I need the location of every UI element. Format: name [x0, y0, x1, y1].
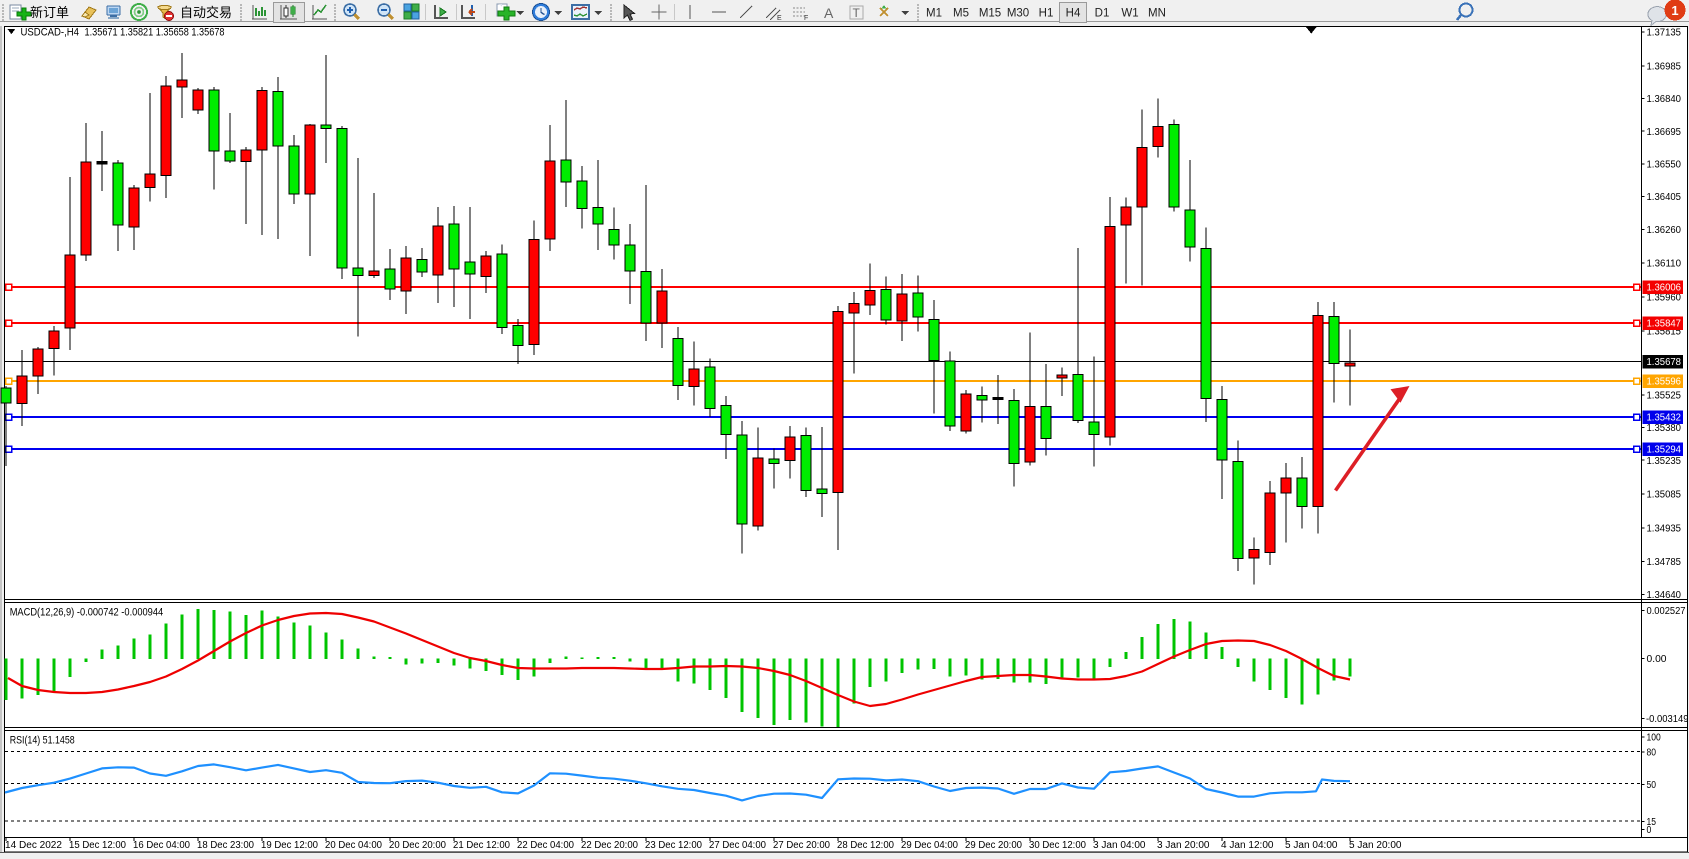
- svg-text:100: 100: [1647, 733, 1662, 744]
- svg-text:23 Dec 12:00: 23 Dec 12:00: [645, 840, 702, 851]
- svg-text:1.36260: 1.36260: [1647, 225, 1682, 236]
- svg-text:MACD(12,26,9) -0.000742 -0.000: MACD(12,26,9) -0.000742 -0.000944: [10, 607, 164, 619]
- svg-text:29 Dec 04:00: 29 Dec 04:00: [901, 840, 958, 851]
- svg-text:1.35678: 1.35678: [1647, 357, 1682, 368]
- svg-text:3 Jan 20:00: 3 Jan 20:00: [1157, 840, 1210, 851]
- svg-text:1.35960: 1.35960: [1647, 293, 1682, 304]
- svg-text:15 Dec 12:00: 15 Dec 12:00: [69, 840, 126, 851]
- svg-text:-0.003149: -0.003149: [1646, 714, 1689, 725]
- svg-text:1.35525: 1.35525: [1647, 390, 1682, 401]
- svg-text:1.35380: 1.35380: [1647, 423, 1682, 434]
- svg-text:27 Dec 20:00: 27 Dec 20:00: [773, 840, 830, 851]
- svg-text:30 Dec 12:00: 30 Dec 12:00: [1029, 840, 1086, 851]
- svg-text:28 Dec 12:00: 28 Dec 12:00: [837, 840, 894, 851]
- svg-text:15: 15: [1647, 817, 1657, 828]
- svg-text:1.35085: 1.35085: [1647, 490, 1682, 501]
- svg-text:29 Dec 20:00: 29 Dec 20:00: [965, 840, 1022, 851]
- svg-text:1.34935: 1.34935: [1647, 523, 1682, 534]
- svg-text:M30: M30: [1007, 8, 1029, 20]
- svg-text:5 Jan 20:00: 5 Jan 20:00: [1349, 840, 1402, 851]
- svg-text:1.36550: 1.36550: [1647, 160, 1682, 171]
- svg-text:H1: H1: [1039, 8, 1054, 20]
- svg-text:M5: M5: [953, 8, 969, 20]
- svg-text:1.35294: 1.35294: [1647, 445, 1682, 456]
- svg-text:1.34785: 1.34785: [1647, 557, 1682, 568]
- svg-text:22 Dec 04:00: 22 Dec 04:00: [517, 840, 574, 851]
- svg-text:1.34640: 1.34640: [1647, 590, 1682, 601]
- svg-text:MN: MN: [1148, 8, 1166, 20]
- svg-text:F: F: [804, 15, 808, 22]
- svg-text:0.00: 0.00: [1647, 654, 1667, 665]
- svg-text:16 Dec 04:00: 16 Dec 04:00: [133, 840, 190, 851]
- svg-text:80: 80: [1647, 748, 1657, 759]
- svg-text:1.36985: 1.36985: [1647, 62, 1682, 73]
- svg-text:14 Dec 2022: 14 Dec 2022: [5, 840, 62, 851]
- svg-text:RSI(14) 51.1458: RSI(14) 51.1458: [10, 735, 75, 747]
- svg-text:18 Dec 23:00: 18 Dec 23:00: [197, 840, 254, 851]
- svg-text:M15: M15: [979, 8, 1001, 20]
- svg-text:21 Dec 12:00: 21 Dec 12:00: [453, 840, 510, 851]
- svg-text:D1: D1: [1095, 8, 1110, 20]
- svg-text:1.35596: 1.35596: [1647, 377, 1682, 388]
- svg-text:19 Dec 12:00: 19 Dec 12:00: [261, 840, 318, 851]
- svg-text:E: E: [777, 15, 782, 22]
- svg-text:T: T: [853, 6, 861, 20]
- svg-text:5 Jan 04:00: 5 Jan 04:00: [1285, 840, 1338, 851]
- svg-text:1.35235: 1.35235: [1647, 456, 1682, 467]
- svg-text:USDCAD-,H4: USDCAD-,H4: [21, 27, 80, 39]
- svg-text:20 Dec 04:00: 20 Dec 04:00: [325, 840, 382, 851]
- svg-text:3 Jan 04:00: 3 Jan 04:00: [1093, 840, 1146, 851]
- svg-text:4 Jan 12:00: 4 Jan 12:00: [1221, 840, 1274, 851]
- svg-text:M1: M1: [926, 8, 942, 20]
- svg-text:50: 50: [1647, 780, 1657, 791]
- svg-text:A: A: [824, 5, 834, 21]
- svg-text:1.35432: 1.35432: [1647, 413, 1682, 424]
- svg-text:22 Dec 20:00: 22 Dec 20:00: [581, 840, 638, 851]
- svg-text:1.35847: 1.35847: [1647, 319, 1682, 330]
- svg-text:新订单: 新订单: [30, 5, 69, 20]
- svg-text:1.35671 1.35821 1.35658 1.3567: 1.35671 1.35821 1.35658 1.35678: [85, 27, 225, 39]
- svg-text:1.36405: 1.36405: [1647, 192, 1682, 203]
- svg-text:H4: H4: [1066, 8, 1081, 20]
- svg-text:1.36110: 1.36110: [1647, 259, 1682, 270]
- svg-text:W1: W1: [1121, 8, 1138, 20]
- svg-text:27 Dec 04:00: 27 Dec 04:00: [709, 840, 766, 851]
- svg-text:0.002527: 0.002527: [1647, 606, 1686, 617]
- svg-text:1.35815: 1.35815: [1647, 326, 1682, 337]
- svg-text:20 Dec 20:00: 20 Dec 20:00: [389, 840, 446, 851]
- svg-text:1.36840: 1.36840: [1647, 94, 1682, 105]
- svg-text:1.36006: 1.36006: [1647, 283, 1682, 294]
- svg-text:0: 0: [1647, 825, 1652, 836]
- svg-text:1.36695: 1.36695: [1647, 127, 1682, 138]
- svg-text:1: 1: [1671, 3, 1678, 18]
- svg-text:1.37135: 1.37135: [1647, 28, 1682, 39]
- svg-text:自动交易: 自动交易: [180, 5, 232, 20]
